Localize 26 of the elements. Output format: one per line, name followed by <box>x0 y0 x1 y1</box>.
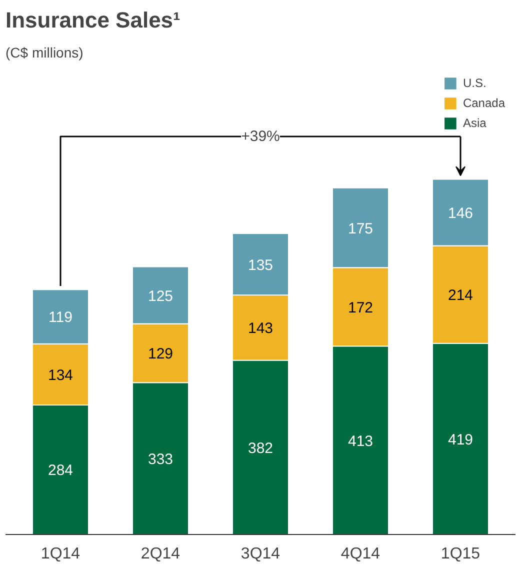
legend-label: Canada <box>462 96 505 110</box>
data-label: 214 <box>448 287 474 304</box>
chart-title: Insurance Sales¹ <box>6 8 180 32</box>
legend-label: U.S. <box>462 76 486 90</box>
data-label: 146 <box>448 204 474 222</box>
chart-subtitle: (C$ millions) <box>6 44 84 60</box>
data-label: 119 <box>48 309 72 326</box>
data-label: 125 <box>148 288 174 305</box>
data-label: 129 <box>148 346 174 363</box>
x-tick-label: 4Q14 <box>340 546 380 562</box>
data-label: 172 <box>348 299 374 316</box>
x-tick-label: 3Q14 <box>240 546 280 562</box>
data-label: 413 <box>348 432 374 450</box>
data-label: 134 <box>48 366 74 384</box>
data-label: 135 <box>248 256 274 274</box>
legend-label: Asia <box>462 116 486 130</box>
x-tick-label: 2Q14 <box>140 546 180 562</box>
data-label: 143 <box>248 320 274 338</box>
data-label: 382 <box>248 440 274 457</box>
data-label: 175 <box>348 220 374 238</box>
x-tick-label: 1Q14 <box>40 546 80 562</box>
text: +39% <box>241 128 280 146</box>
x-tick-label: 1Q15 <box>440 546 480 562</box>
data-label: 419 <box>448 431 474 448</box>
data-label: 284 <box>48 462 74 480</box>
data-label: 333 <box>148 451 174 468</box>
